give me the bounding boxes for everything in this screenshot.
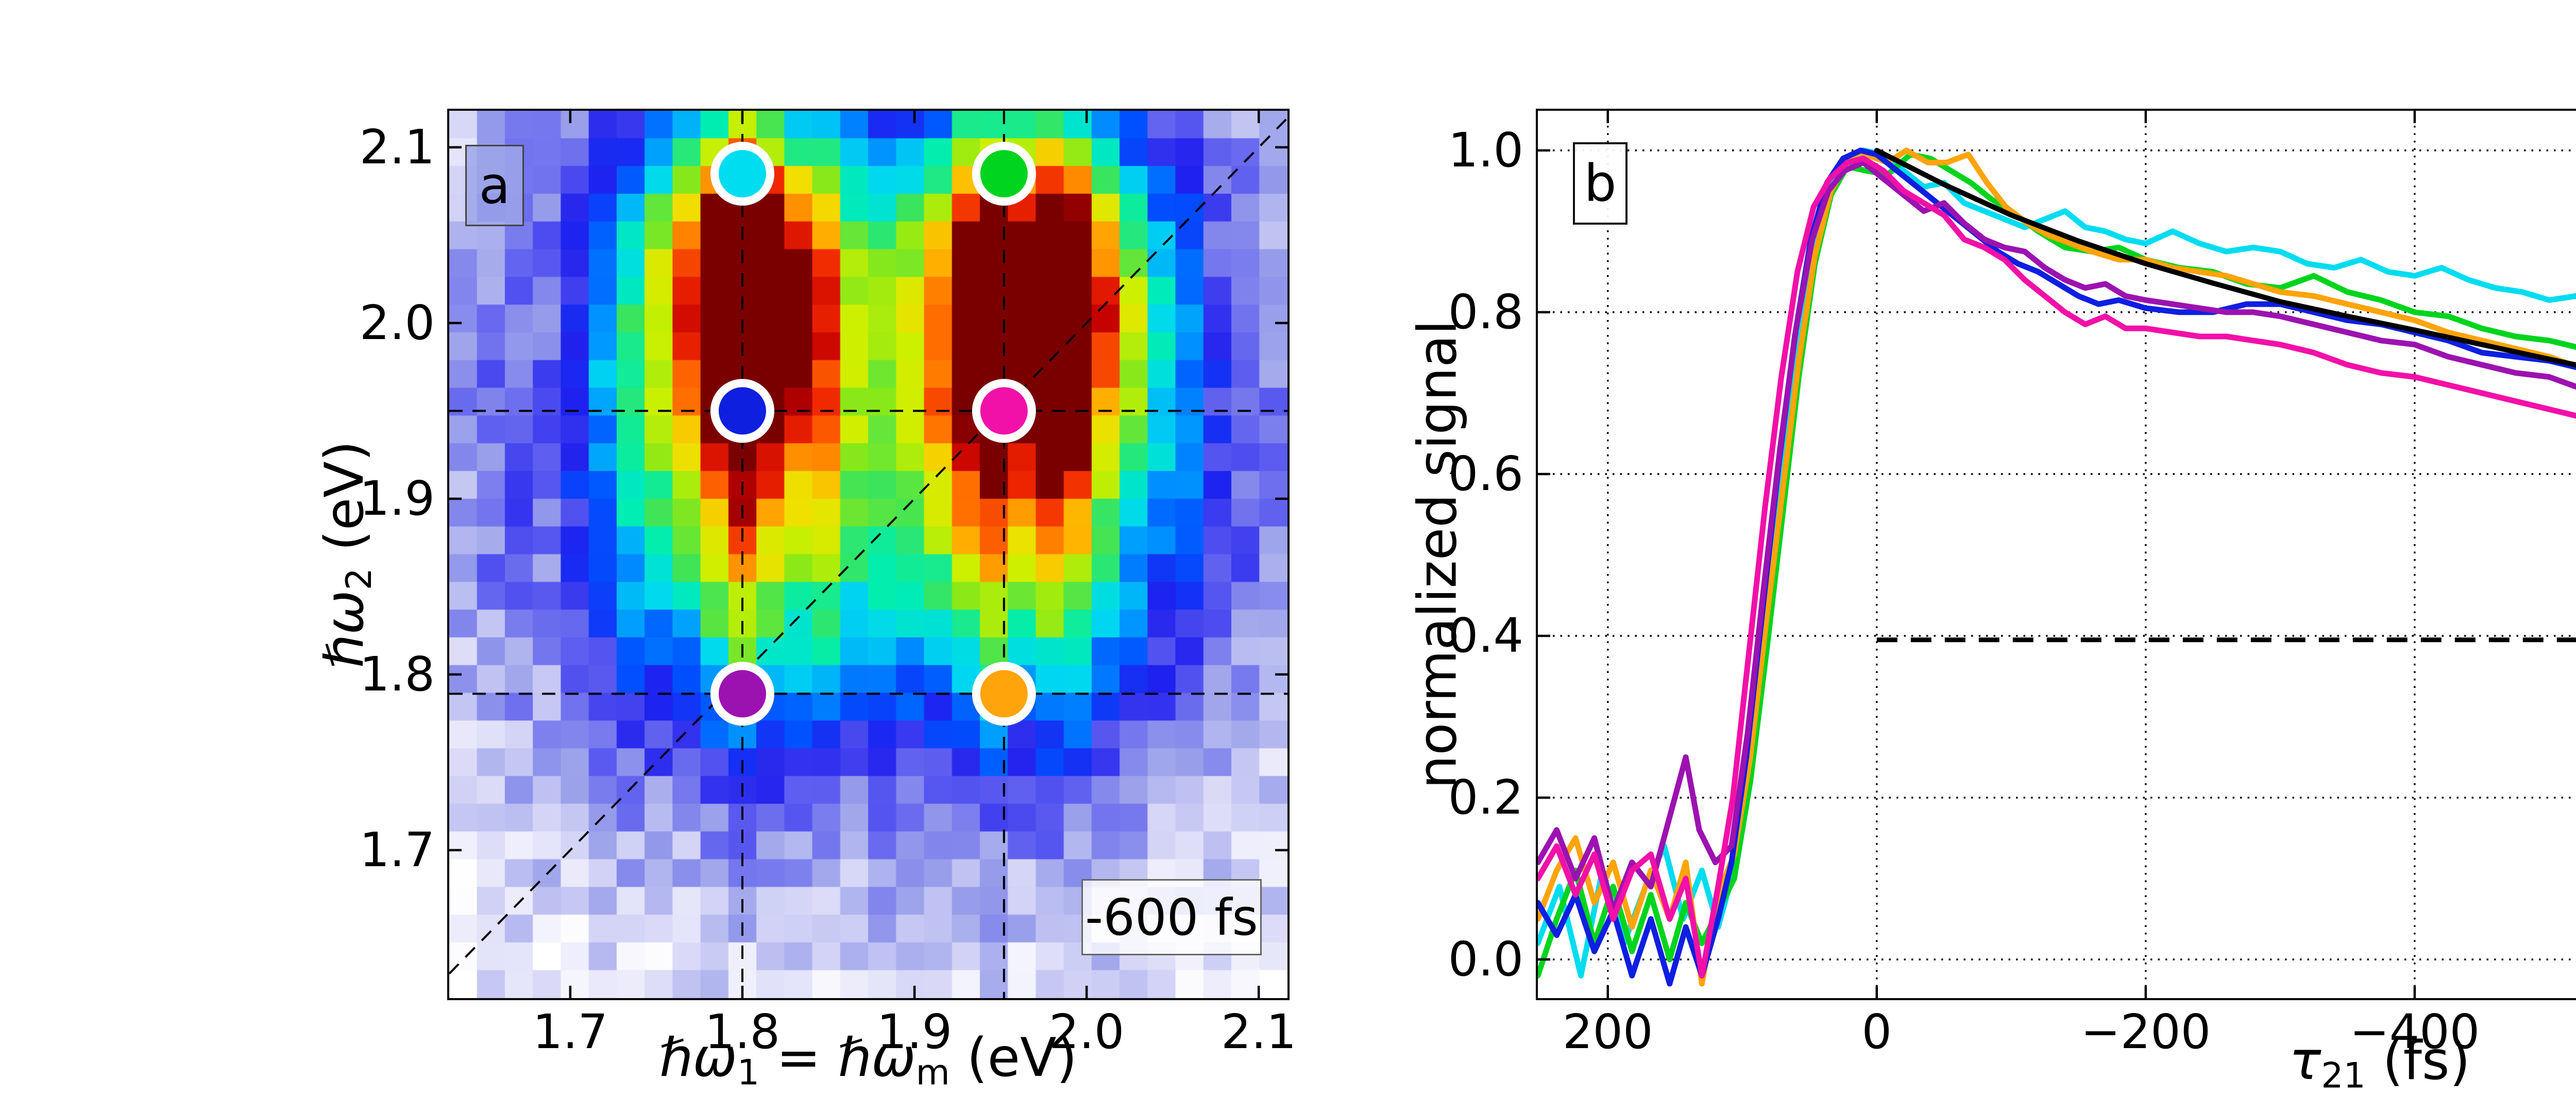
panel-b: b (1536, 109, 2576, 1000)
panel-a-x-tick-label: 2.0 (1048, 1004, 1125, 1059)
panel-b-x-tick-label: 200 (1562, 1004, 1653, 1059)
curve-magenta (1538, 156, 2576, 979)
marker-purple (710, 662, 774, 726)
marker-magenta (972, 379, 1036, 443)
panel-b-y-tick-label: 0.6 (1448, 446, 1523, 501)
marker-orange (972, 662, 1036, 726)
diagonal-guide (449, 117, 1287, 975)
heatmap-canvas (449, 111, 1287, 998)
marker-green (972, 142, 1036, 206)
panel-letter-a: a (479, 156, 511, 215)
curve-blue (1538, 147, 2576, 987)
panel-a-y-tick-label: 1.8 (359, 646, 435, 702)
panel-b-y-tick-label: 0.2 (1448, 769, 1523, 825)
panel-b-y-tick-label: 0.8 (1448, 284, 1523, 340)
delay-time-label: -600 fs (1085, 888, 1258, 947)
panel-a-overlay (449, 111, 1287, 998)
fit-line (1874, 147, 2576, 368)
panel-a-x-tick-label: 1.7 (532, 1004, 608, 1059)
panel-b-x-tick-label: −400 (2349, 1004, 2480, 1059)
panel-letter-box-b: b (1573, 142, 1628, 225)
panel-a-x-tick-label: 1.8 (704, 1004, 781, 1059)
panel-a-y-tick-label: 1.9 (359, 470, 435, 526)
delay-time-box: -600 fs (1081, 879, 1262, 955)
panel-a-x-tick-label: 2.1 (1221, 1004, 1297, 1059)
panel-a: a -600 fs (447, 109, 1290, 1000)
panel-b-x-tick-label: −200 (2080, 1004, 2211, 1059)
curve-purple (1538, 160, 2576, 914)
panel-letter-b: b (1584, 154, 1617, 213)
panel-a-x-tick-label: 1.9 (876, 1004, 953, 1059)
panel-a-y-tick-label: 2.1 (359, 119, 435, 175)
marker-blue (710, 379, 774, 443)
panel-b-y-tick-label: 0.0 (1448, 931, 1523, 987)
panel-b-y-tick-label: 1.0 (1448, 122, 1523, 178)
panel-letter-box-a: a (465, 145, 524, 226)
panel-b-plot (1538, 111, 2576, 998)
marker-cyan (710, 142, 774, 206)
panel-b-x-tick-label: 0 (1861, 1004, 1892, 1059)
panel-a-y-tick-label: 2.0 (359, 295, 435, 350)
panel-b-ylabel: normalized signal (1406, 320, 1469, 789)
panel-a-y-tick-label: 1.7 (359, 822, 435, 878)
panel-b-y-tick-label: 0.4 (1448, 608, 1523, 663)
